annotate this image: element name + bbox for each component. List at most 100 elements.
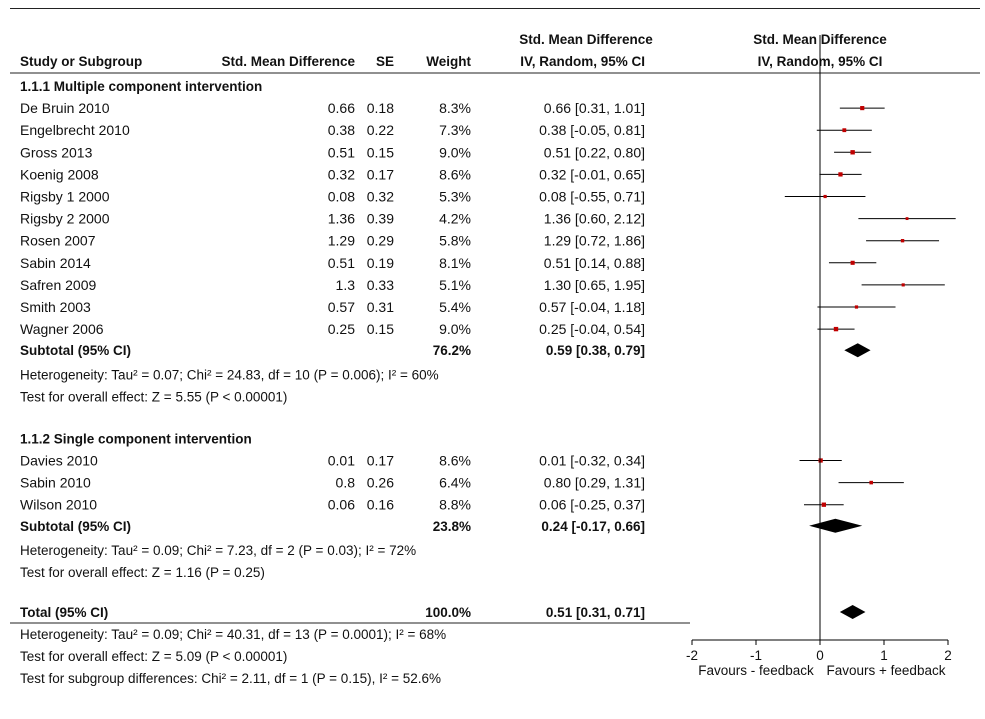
x-tick-label: -2 (686, 648, 698, 663)
study-smd: 0.32 (328, 166, 355, 182)
study-ci: 0.01 [-0.32, 0.34] (539, 452, 645, 468)
study-smd: 0.66 (328, 100, 355, 116)
study-weight: 5.4% (439, 299, 471, 315)
study-weight: 8.6% (439, 166, 471, 182)
study-weight: 7.3% (439, 122, 471, 138)
study-se: 0.29 (367, 233, 394, 249)
top-rule (10, 8, 980, 9)
study-se: 0.17 (367, 166, 394, 182)
study-smd: 0.8 (336, 475, 356, 491)
study-weight: 8.3% (439, 100, 471, 116)
point-estimate (900, 239, 905, 243)
study-weight: 4.2% (439, 211, 471, 227)
study-smd: 1.29 (328, 233, 355, 249)
subgroup-differences: Test for subgroup differences: Chi² = 2.… (20, 671, 441, 686)
study-weight: 5.1% (439, 277, 471, 293)
study-name: Rigsby 2 2000 (20, 211, 110, 227)
subtotal-weight: 23.8% (433, 519, 471, 534)
study-name: De Bruin 2010 (20, 100, 110, 116)
study-se: 0.26 (367, 475, 394, 491)
point-estimate (869, 480, 873, 485)
study-weight: 6.4% (439, 475, 471, 491)
study-se: 0.17 (367, 452, 394, 468)
study-ci: 0.32 [-0.01, 0.65] (539, 166, 645, 182)
study-se: 0.33 (367, 277, 394, 293)
total-overall-effect: Test for overall effect: Z = 5.09 (P < 0… (20, 649, 287, 664)
study-se: 0.18 (367, 100, 394, 116)
study-name: Koenig 2008 (20, 166, 99, 182)
study-ci: 1.30 [0.65, 1.95] (544, 277, 645, 293)
x-tick-label: -1 (750, 648, 762, 663)
study-se: 0.15 (367, 144, 394, 160)
study-se: 0.19 (367, 255, 394, 271)
header-weight: Weight (426, 54, 471, 69)
point-estimate (850, 150, 855, 155)
study-smd: 0.38 (328, 122, 355, 138)
subtotal-diamond (809, 518, 863, 533)
point-estimate (860, 106, 865, 111)
study-name: Wagner 2006 (20, 321, 104, 337)
study-se: 0.22 (367, 122, 394, 138)
study-weight: 5.8% (439, 233, 471, 249)
x-tick-label: 2 (944, 648, 952, 663)
favours-left-label: Favours - feedback (698, 663, 814, 678)
study-name: Smith 2003 (20, 299, 91, 315)
header-ci-line2: IV, Random, 95% CI (520, 54, 645, 69)
study-smd: 1.3 (336, 277, 356, 293)
point-estimate (823, 194, 827, 199)
study-se: 0.32 (367, 189, 394, 205)
header-se: SE (376, 54, 394, 69)
point-estimate (818, 458, 823, 463)
subgroup-title: 1.1.2 Single component intervention (20, 431, 252, 446)
study-ci: 0.25 [-0.04, 0.54] (539, 321, 645, 337)
study-name: Gross 2013 (20, 144, 93, 160)
subtotal-weight: 76.2% (433, 343, 471, 358)
study-name: Engelbrecht 2010 (20, 122, 130, 138)
study-smd: 0.01 (328, 452, 355, 468)
header-study: Study or Subgroup (20, 54, 142, 69)
x-tick-label: 1 (880, 648, 888, 663)
study-name: Davies 2010 (20, 452, 98, 468)
study-weight: 8.6% (439, 452, 471, 468)
x-tick-label: 0 (816, 648, 824, 663)
study-smd: 0.06 (328, 497, 355, 513)
study-smd: 0.51 (328, 144, 355, 160)
subgroup-title: 1.1.1 Multiple component intervention (20, 79, 262, 94)
total-diamond (839, 604, 866, 619)
study-se: 0.15 (367, 321, 394, 337)
total-heterogeneity: Heterogeneity: Tau² = 0.09; Chi² = 40.31… (20, 627, 446, 642)
study-name: Sabin 2014 (20, 255, 91, 271)
study-ci: 0.06 [-0.25, 0.37] (539, 497, 645, 513)
study-name: Rosen 2007 (20, 233, 96, 249)
study-smd: 0.25 (328, 321, 355, 337)
point-estimate (901, 283, 905, 287)
point-estimate (821, 502, 826, 507)
study-se: 0.16 (367, 497, 394, 513)
study-ci: 0.08 [-0.55, 0.71] (539, 189, 645, 205)
study-weight: 8.1% (439, 255, 471, 271)
point-estimate (854, 305, 859, 309)
subtotal-label: Subtotal (95% CI) (20, 343, 131, 358)
subtotal-ci: 0.59 [0.38, 0.79] (546, 343, 645, 358)
study-smd: 0.08 (328, 189, 355, 205)
overall-effect-text: Test for overall effect: Z = 1.16 (P = 0… (20, 565, 265, 580)
study-ci: 0.38 [-0.05, 0.81] (539, 122, 645, 138)
header-smd: Std. Mean Difference (221, 54, 355, 69)
study-ci: 1.36 [0.60, 2.12] (544, 211, 645, 227)
overall-effect-text: Test for overall effect: Z = 5.55 (P < 0… (20, 389, 287, 404)
study-weight: 8.8% (439, 497, 471, 513)
study-ci: 1.29 [0.72, 1.86] (544, 233, 645, 249)
total-ci: 0.51 [0.31, 0.71] (546, 605, 645, 620)
study-smd: 1.36 (328, 211, 355, 227)
point-estimate (842, 128, 847, 133)
study-weight: 9.0% (439, 144, 471, 160)
study-se: 0.39 (367, 211, 394, 227)
subtotal-label: Subtotal (95% CI) (20, 519, 131, 534)
study-ci: 0.57 [-0.04, 1.18] (539, 299, 645, 315)
study-ci: 0.51 [0.22, 0.80] (544, 144, 645, 160)
study-name: Rigsby 1 2000 (20, 189, 110, 205)
study-ci: 0.66 [0.31, 1.01] (544, 100, 645, 116)
study-ci: 0.51 [0.14, 0.88] (544, 255, 645, 271)
study-se: 0.31 (367, 299, 394, 315)
